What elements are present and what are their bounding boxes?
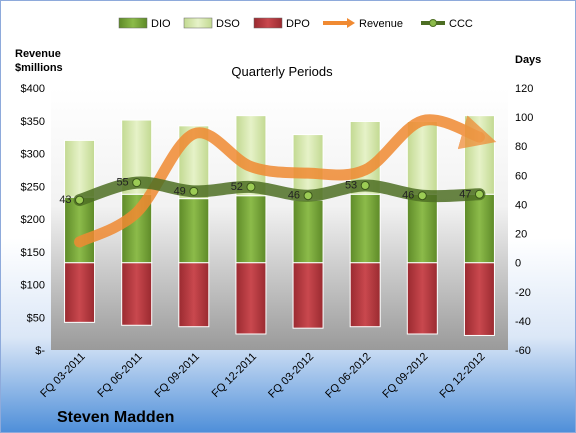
x-tick-label: FQ 12-2011 (210, 351, 259, 400)
ccc-series: 43 55 49 52 46 53 46 47 (59, 176, 486, 207)
bar-dpo (463, 262, 495, 336)
right-tick-label: 40 (515, 199, 527, 211)
legend-arrow-revenue (347, 18, 355, 28)
legend-swatch-dso (183, 17, 213, 29)
left-tick-label: $250 (21, 181, 45, 193)
ccc-point (75, 195, 85, 205)
legend-label-dso: DSO (216, 18, 240, 30)
left-tick-label: $- (35, 345, 45, 357)
x-tick-label: FQ 03-2012 (266, 351, 316, 401)
bar-dio (463, 193, 495, 264)
bar-dpo (121, 262, 153, 326)
legend-label-dpo: DPO (286, 18, 310, 30)
right-tick-label: -20 (515, 287, 531, 299)
left-tick-label: $350 (21, 116, 45, 128)
right-tick-label: 80 (515, 141, 527, 153)
ccc-data-label: 46 (402, 190, 414, 202)
ccc-data-label: 53 (345, 180, 357, 192)
legend: DIO DSO DPO Revenue CCC (118, 17, 473, 30)
legend-swatch-dio (118, 17, 148, 29)
ccc-point (474, 189, 484, 199)
ccc-data-label: 43 (59, 194, 71, 206)
bar-dso (64, 139, 96, 198)
bar-dio (406, 193, 438, 264)
left-tick-label: $300 (21, 149, 45, 161)
legend-swatch-dpo (253, 17, 283, 29)
bar-dpo (406, 262, 438, 335)
left-tick-label: $150 (21, 247, 45, 259)
right-tick-label: -60 (515, 345, 531, 357)
right-tick-label: 120 (515, 83, 533, 95)
x-axis-ticks: FQ 03-2011 FQ 06-2011 FQ 09-2011 FQ 12-2011… (38, 351, 487, 401)
right-tick-label: 60 (515, 170, 527, 182)
right-axis-ticks: 120 100 80 60 40 20 0 -20 -40 -60 (515, 83, 533, 357)
left-tick-label: $50 (27, 312, 45, 324)
x-tick-label: FQ 03-2011 (38, 351, 87, 400)
legend-label-dio: DIO (151, 18, 171, 30)
bar-dpo (349, 262, 381, 328)
revenue-line (74, 114, 497, 248)
chart-title: Quarterly Periods (231, 64, 333, 79)
right-axis-title: Days (515, 54, 541, 66)
bar-dio (64, 196, 96, 264)
legend-label-ccc: CCC (449, 18, 473, 30)
ccc-point (132, 178, 142, 188)
right-tick-label: -40 (515, 316, 531, 328)
left-tick-label: $200 (21, 214, 45, 226)
revenue-series (74, 114, 497, 248)
left-tick-label: $400 (21, 83, 45, 95)
ccc-point (360, 181, 370, 191)
x-tick-label: FQ 09-2012 (380, 351, 430, 401)
x-tick-label: FQ 06-2012 (323, 351, 373, 401)
ccc-data-label: 46 (288, 190, 300, 202)
left-axis-ticks: $400 $350 $300 $250 $200 $150 $100 $50 $- (21, 83, 46, 357)
right-tick-label: 100 (515, 112, 533, 124)
bar-dio (349, 193, 381, 264)
right-tick-label: 0 (515, 258, 521, 270)
company-name: Steven Madden (57, 409, 174, 426)
bar-dio (178, 198, 210, 264)
bars (64, 115, 495, 336)
ccc-data-label: 52 (231, 181, 243, 193)
left-tick-label: $100 (21, 280, 45, 292)
bar-dpo (292, 262, 324, 329)
bar-dpo (178, 262, 210, 328)
ccc-point (303, 191, 313, 201)
ccc-data-label: 55 (116, 177, 128, 189)
x-tick-label: FQ 09-2011 (153, 351, 202, 400)
x-tick-label: FQ 12-2012 (438, 351, 488, 401)
bar-dpo (64, 262, 96, 323)
legend-label-revenue: Revenue (359, 18, 403, 30)
legend-marker-ccc (429, 19, 437, 27)
ccc-point (189, 186, 199, 196)
ccc-data-label: 49 (174, 185, 186, 197)
bar-dio (235, 195, 267, 264)
right-tick-label: 20 (515, 229, 527, 241)
ccc-point (246, 182, 256, 192)
ccc-line (73, 176, 486, 207)
left-axis-title-line1: Revenue (15, 48, 61, 60)
ccc-point (417, 191, 427, 201)
bar-dpo (235, 262, 267, 335)
bar-dio (292, 199, 324, 264)
ccc-data-label: 47 (459, 188, 471, 200)
left-axis-title-line2: $millions (15, 62, 63, 74)
x-tick-label: FQ 06-2011 (95, 351, 144, 400)
